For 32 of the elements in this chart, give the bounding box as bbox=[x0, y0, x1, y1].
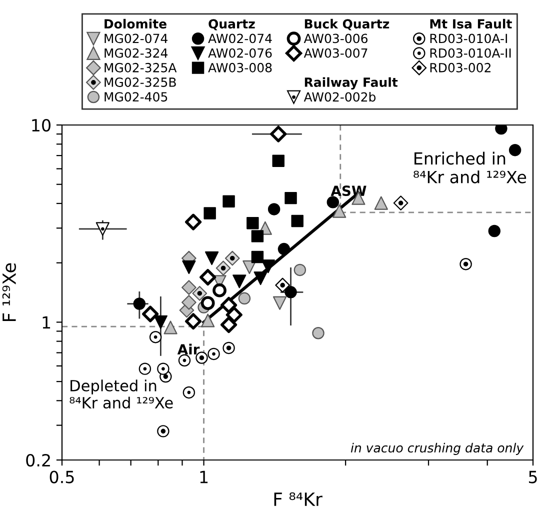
annotation: Air bbox=[177, 344, 200, 354]
x-tick-label: 1 bbox=[200, 470, 208, 484]
text: Quartz bbox=[208, 19, 255, 30]
annotation: Depleted in ⁸⁴Kr and ¹²⁹Xe bbox=[70, 380, 173, 409]
legend-label: AW03-006 bbox=[304, 34, 368, 44]
legend-label: AW02-074 bbox=[208, 34, 272, 44]
text: Railway Fault bbox=[304, 77, 398, 90]
legend-label: MG02-324 bbox=[104, 48, 168, 58]
y-tick-label: 10 bbox=[32, 118, 50, 132]
text: Mt Isa Fault bbox=[430, 18, 512, 29]
annotation: ASW bbox=[330, 186, 366, 196]
y-tick-label: 1 bbox=[42, 316, 50, 329]
legend-label: MG02-074 bbox=[104, 34, 168, 44]
text: Buck Quartz bbox=[304, 18, 390, 30]
y-axis-title: F ¹²⁹Xe bbox=[2, 263, 16, 321]
annotation: in vacuo crushing data only bbox=[350, 442, 524, 455]
legend-label: AW03-008 bbox=[208, 62, 272, 72]
text: Dolomite bbox=[104, 18, 166, 29]
legend-label: RD03-010A-I bbox=[430, 34, 507, 44]
legend-label: AW03-007 bbox=[304, 48, 368, 58]
legend-label: MG02-405 bbox=[104, 92, 168, 102]
legend-label: RD03-010A-II bbox=[430, 48, 511, 58]
y-tick-label: 0.2 bbox=[26, 454, 50, 467]
x-tick-label: 5 bbox=[528, 470, 537, 484]
legend-label: MG02-325B bbox=[104, 78, 176, 87]
legend-label: RD03-002 bbox=[430, 62, 490, 72]
x-axis-title: F ⁸⁴Kr bbox=[274, 492, 322, 506]
x-tick-label: 0.5 bbox=[50, 470, 74, 484]
legend-label: MG02-325A bbox=[104, 62, 177, 72]
legend-label: AW02-076 bbox=[208, 48, 272, 58]
legend-label: AW02-002b bbox=[304, 92, 376, 102]
annotation: Enriched in ⁸⁴Kr and ¹²⁹Xe bbox=[414, 152, 526, 184]
